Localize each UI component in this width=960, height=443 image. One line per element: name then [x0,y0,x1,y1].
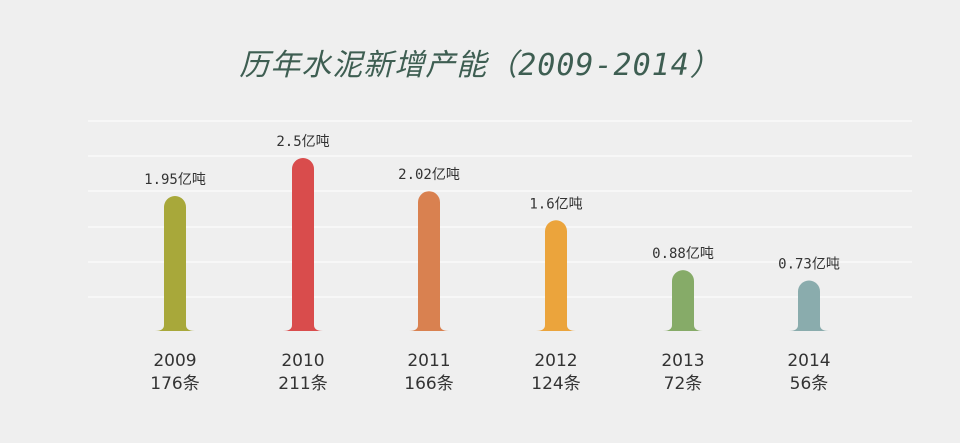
bar-2012 [536,220,576,331]
x-tick-label-2014: 2014 [787,351,830,371]
x-tick-label-2010: 2010 [281,351,324,371]
value-label-2011: 2.02亿吨 [398,167,460,183]
x-tick-label-2013: 2013 [661,351,704,371]
count-label-2014: 56条 [790,374,829,394]
count-label-2013: 72条 [664,374,703,394]
value-label-2014: 0.73亿吨 [778,256,840,272]
value-label-2012: 1.6亿吨 [529,196,582,212]
x-tick-label-2011: 2011 [407,351,450,371]
count-label-2010: 211条 [278,374,327,394]
x-tick-label-2012: 2012 [534,351,577,371]
value-label-2010: 2.5亿吨 [276,134,329,150]
chart-title: 历年水泥新增产能（2009-2014） [239,48,721,83]
count-label-2009: 176条 [150,374,199,394]
value-label-2013: 0.88亿吨 [652,246,714,262]
count-label-2012: 124条 [531,374,580,394]
bar-2014 [789,280,829,331]
bar-2010 [283,158,323,331]
value-label-2009: 1.95亿吨 [144,172,206,188]
count-label-2011: 166条 [404,374,453,394]
x-tick-label-2009: 2009 [153,351,196,371]
bar-2013 [663,270,703,331]
bar-2009 [155,196,195,331]
bar-2011 [409,191,449,331]
